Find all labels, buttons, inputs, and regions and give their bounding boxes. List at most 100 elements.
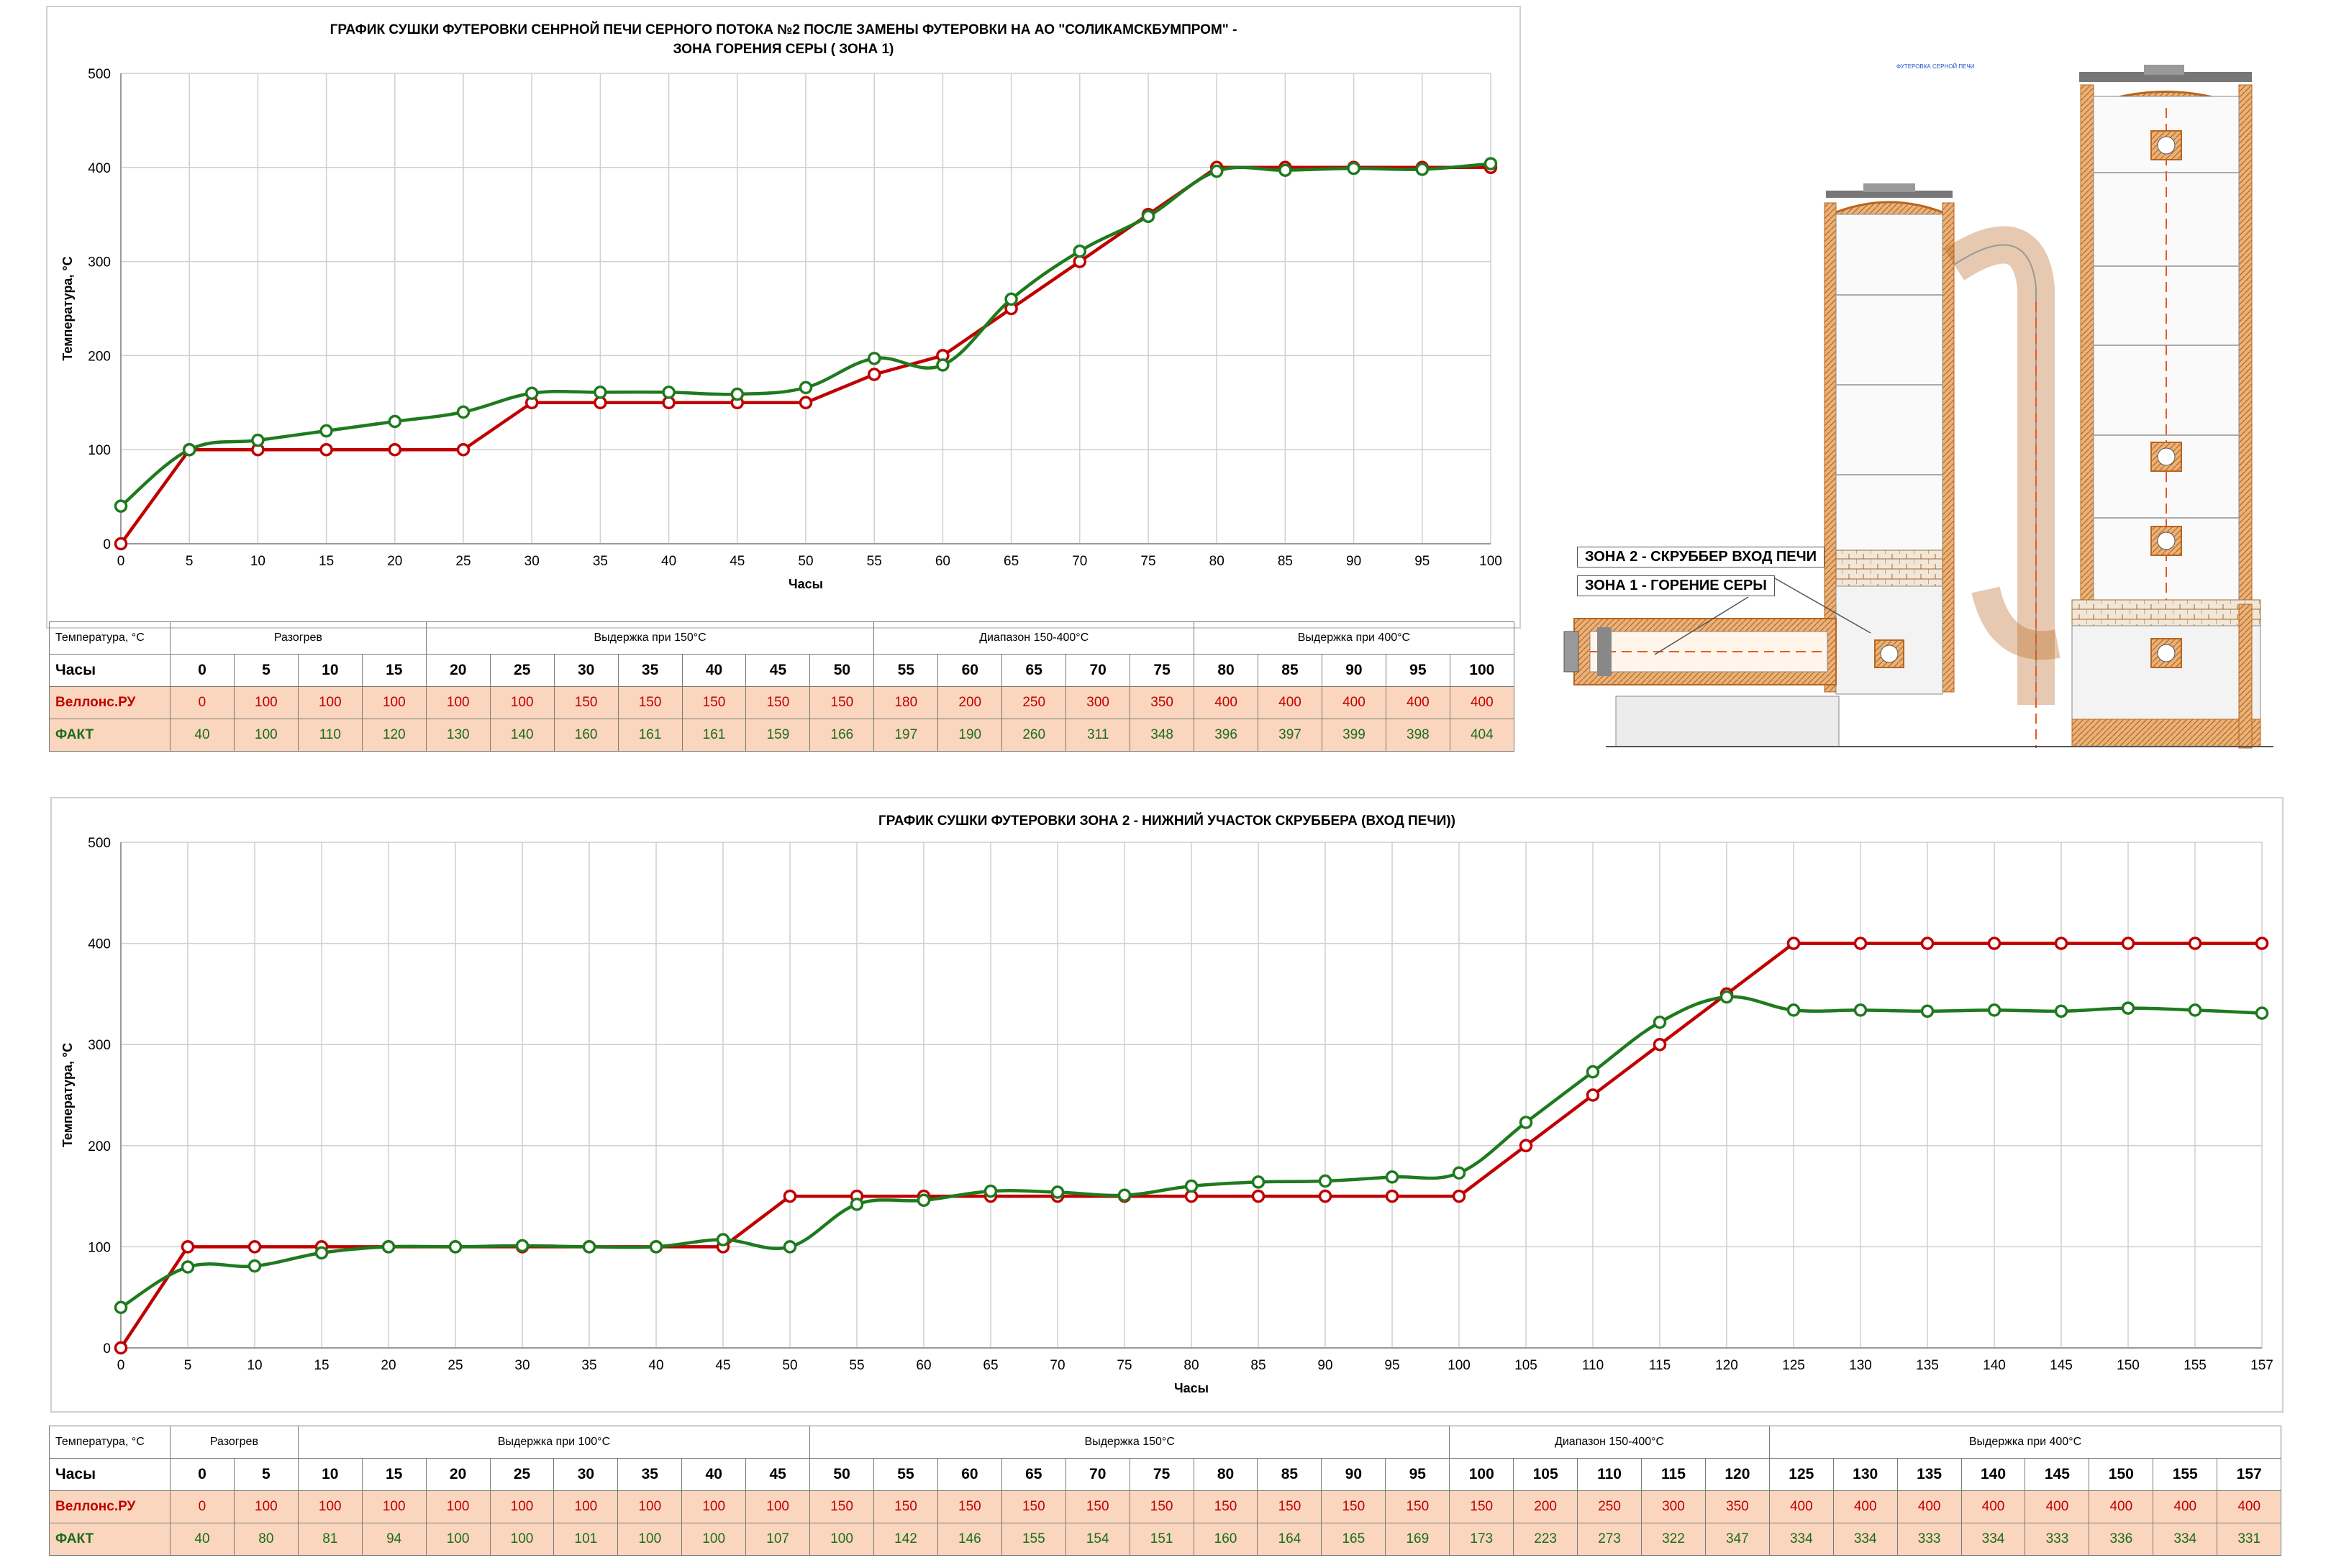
table-value-cell: 40 xyxy=(170,719,235,752)
chart-2-series-plan-point xyxy=(1786,936,1801,950)
table-hour-cell: 40 xyxy=(681,1458,747,1491)
table-value-cell: 400 xyxy=(2217,1490,2282,1523)
chart-2-series-plan-point xyxy=(783,1189,797,1203)
chart-2-series-fact-point xyxy=(1452,1166,1466,1180)
zone1-pointer xyxy=(1654,596,1749,655)
chart-2-xtick-label: 125 xyxy=(1782,1358,1805,1373)
chart-2-series-fact-point xyxy=(1385,1170,1399,1184)
table-row-phases: Температура, °С Разогрев Выдержка при 100°… xyxy=(49,1426,2282,1459)
table-value-cell: 333 xyxy=(1896,1523,1962,1556)
table-hour-cell: 35 xyxy=(617,654,683,687)
table-value-cell: 150 xyxy=(1065,1490,1130,1523)
chart-1-series-fact-point xyxy=(1415,163,1430,176)
chart-1-series-fact-point xyxy=(251,433,265,447)
chart-2-series-fact-point xyxy=(515,1239,530,1253)
table-hour-cell: 50 xyxy=(809,1458,875,1491)
table-hour-cell: 10 xyxy=(297,1458,363,1491)
chart-1-series-fact-point xyxy=(388,414,402,429)
chart-2-series-plan-point xyxy=(2121,936,2135,950)
chart-2-xtick-label: 80 xyxy=(1183,1358,1199,1373)
chart-1-series-fact-point xyxy=(1347,161,1360,176)
table-value-cell: 150 xyxy=(745,686,811,719)
table-value-cell: 100 xyxy=(297,686,363,719)
chart-2-data-table: Температура, °С Разогрев Выдержка при 100°… xyxy=(49,1426,2282,1556)
chart-1-series-fact-point xyxy=(1004,292,1018,306)
table-value-cell: 400 xyxy=(1768,1490,1834,1523)
chart-2-xtick-label: 65 xyxy=(983,1358,998,1373)
table-value-cell: 400 xyxy=(2025,1490,2090,1523)
table-value-cell: 400 xyxy=(2089,1490,2154,1523)
chart-1-series-fact-point xyxy=(1073,244,1087,258)
table-value-cell: 397 xyxy=(1258,719,1322,752)
table-phase-header: Выдержка при 100°С xyxy=(297,1426,811,1459)
table-value-cell: 150 xyxy=(553,686,619,719)
chart-2-series-fact-point xyxy=(983,1184,998,1198)
table-value-cell: 400 xyxy=(2153,1490,2218,1523)
table-value-cell: 322 xyxy=(1641,1523,1706,1556)
table-value-cell: 334 xyxy=(1768,1523,1834,1556)
table-value-cell: 347 xyxy=(1704,1523,1770,1556)
table-value-cell: 150 xyxy=(809,1490,875,1523)
table-hour-cell: 140 xyxy=(1960,1458,2026,1491)
chart-1-series-fact-point xyxy=(730,387,745,401)
table-value-cell: 300 xyxy=(1641,1490,1706,1523)
table-value-cell: 348 xyxy=(1130,719,1195,752)
table-value-cell: 273 xyxy=(1577,1523,1642,1556)
table-value-cell: 169 xyxy=(1385,1523,1450,1556)
table-row-phases: Температура, °С Разогрев Выдержка при 150°… xyxy=(49,621,1514,655)
table-hour-cell: 30 xyxy=(553,654,619,687)
table-value-cell: 300 xyxy=(1065,686,1131,719)
table-value-cell: 150 xyxy=(1001,1490,1066,1523)
table-hour-cell: 90 xyxy=(1321,654,1386,687)
table-value-cell: 331 xyxy=(2217,1523,2282,1556)
chart-1-xtick-label: 100 xyxy=(1479,554,1502,569)
chart-2-series-fact-point xyxy=(247,1259,262,1273)
chart-2-series-plan-point xyxy=(1853,936,1868,950)
table-hour-cell: 60 xyxy=(937,1458,1002,1491)
chart-1-xtick-label: 10 xyxy=(250,554,265,569)
chart-2-series-fact-point xyxy=(2054,1004,2068,1018)
chart-2-series-fact-point xyxy=(1653,1016,1667,1029)
chart-2-xtick-label: 35 xyxy=(581,1358,596,1373)
table-value-cell: 223 xyxy=(1513,1523,1578,1556)
chart-2-xtick-label: 105 xyxy=(1514,1358,1537,1373)
table-value-cell: 159 xyxy=(745,719,811,752)
table-hour-cell: 80 xyxy=(1193,1458,1258,1491)
table-hour-cell: 105 xyxy=(1513,1458,1578,1491)
chart-2-xtick-label: 20 xyxy=(381,1358,396,1373)
chart-2-xtick-label: 145 xyxy=(2050,1358,2073,1373)
chart-1-series-plan-point xyxy=(456,442,471,457)
table-value-cell: 173 xyxy=(1449,1523,1514,1556)
chart-1-xtick-label: 0 xyxy=(117,554,125,569)
chart-2-xtick-label: 50 xyxy=(782,1358,797,1373)
table-phase-header: Выдержка при 400°С xyxy=(1768,1426,2282,1459)
chart-2-xtick-label: 120 xyxy=(1715,1358,1738,1373)
table-value-cell: 200 xyxy=(937,686,1003,719)
table-value-cell: 400 xyxy=(1449,686,1514,719)
table-row-hours: Часы 0 5 10 15 20 25 30 35 40 45 50 55 60 65 70 75 80 85 90… xyxy=(49,1458,2282,1491)
chart-2-series-fact-point xyxy=(381,1240,396,1254)
chart-2-series-fact-point xyxy=(649,1240,663,1254)
chart-2-ytick-label: 500 xyxy=(88,836,111,851)
table-value-cell: 334 xyxy=(1960,1523,2026,1556)
table-value-cell: 120 xyxy=(361,719,427,752)
table-value-cell: 160 xyxy=(553,719,619,752)
chart-2-xtick-label: 90 xyxy=(1317,1358,1332,1373)
table-value-cell: 130 xyxy=(425,719,491,752)
table-phase-header: Выдержка при 400°С xyxy=(1194,621,1514,655)
table-value-cell: 100 xyxy=(745,1490,811,1523)
chart-2-series-plan-point xyxy=(114,1341,128,1355)
table-hour-cell: 110 xyxy=(1577,1458,1642,1491)
table-value-cell: 100 xyxy=(425,1490,491,1523)
chart-2-series-plan-point xyxy=(247,1240,262,1254)
chart-2-xtick-label: 85 xyxy=(1250,1358,1266,1373)
table-value-cell: 400 xyxy=(1321,686,1386,719)
chart-2-series-fact-point xyxy=(448,1240,463,1254)
table-hour-cell: 157 xyxy=(2217,1458,2282,1491)
table-series-name: ФАКТ xyxy=(49,1523,171,1556)
chart-2-series-fact-point xyxy=(1117,1188,1132,1202)
chart-2-series-plan-point xyxy=(1987,936,2001,950)
table-hour-cell: 90 xyxy=(1321,1458,1386,1491)
